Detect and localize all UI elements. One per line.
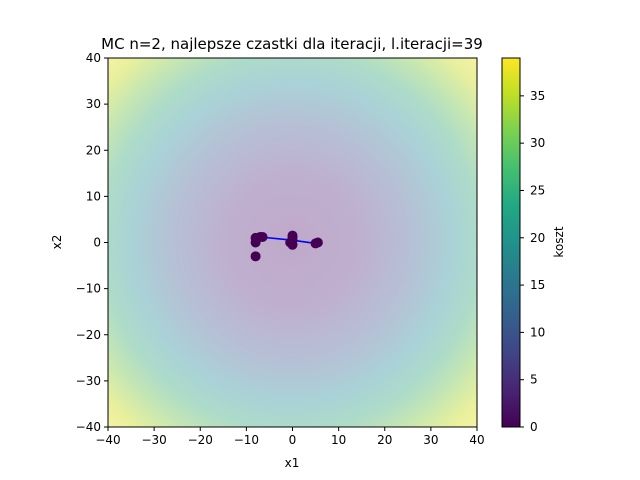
x-tick-label: 30 — [423, 433, 438, 447]
y-axis-label: x2 — [50, 235, 64, 250]
y-tick-label: 30 — [86, 97, 101, 111]
colorbar-tick-label: 20 — [530, 231, 545, 245]
plot-area — [107, 57, 478, 428]
particle-points — [250, 230, 323, 262]
y-tick-label: 10 — [86, 189, 101, 203]
y-tick-label: 40 — [86, 51, 101, 65]
x-axis-label: x1 — [285, 456, 300, 470]
y-tick-label: −20 — [76, 328, 101, 342]
x-axis: −40 −30 −20 −10 0 10 20 30 40 — [95, 427, 485, 447]
chart-title: MC n=2, najlepsze czastki dla iteracji, … — [101, 35, 483, 53]
colorbar-tick-label: 0 — [530, 420, 538, 434]
x-tick-label: −40 — [95, 433, 120, 447]
colorbar-tick-label: 25 — [530, 183, 545, 197]
colorbar-label: koszt — [552, 226, 566, 257]
y-axis: −40 −30 −20 −10 0 10 20 30 40 — [76, 51, 108, 434]
particle-point — [257, 231, 268, 242]
x-tick-label: 10 — [331, 433, 346, 447]
colorbar-tick-label: 15 — [530, 278, 545, 292]
x-tick-label: 40 — [469, 433, 484, 447]
colorbar-ticks: 0 5 10 15 20 25 30 35 — [520, 89, 545, 434]
x-tick-label: 20 — [377, 433, 392, 447]
colorbar: 0 5 10 15 20 25 30 35 koszt — [501, 57, 566, 434]
x-tick-label: −30 — [141, 433, 166, 447]
colorbar-tick-label: 30 — [530, 136, 545, 150]
particle-point — [287, 239, 298, 250]
x-tick-label: −10 — [234, 433, 259, 447]
colorbar-tick-label: 35 — [530, 89, 545, 103]
particle-point — [312, 237, 323, 248]
y-tick-label: 20 — [86, 143, 101, 157]
colorbar-tick-label: 10 — [530, 325, 545, 339]
x-tick-label: 0 — [289, 433, 297, 447]
y-tick-label: −30 — [76, 374, 101, 388]
colorbar-tick-label: 5 — [530, 373, 538, 387]
colorbar-gradient — [501, 57, 521, 428]
y-tick-label: −10 — [76, 282, 101, 296]
y-tick-label: −40 — [76, 420, 101, 434]
y-tick-label: 0 — [93, 236, 101, 250]
particle-point — [250, 251, 261, 262]
x-tick-label: −20 — [188, 433, 213, 447]
